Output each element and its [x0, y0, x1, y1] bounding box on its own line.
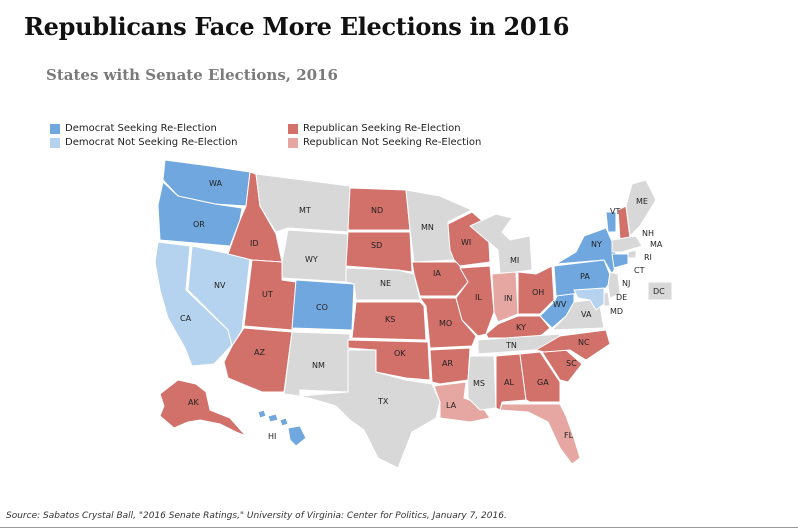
label-ri: RI: [644, 253, 652, 262]
state-ma: [612, 236, 642, 252]
state-me: [626, 180, 656, 236]
state-ct: [612, 254, 628, 268]
label-ia: IA: [433, 269, 441, 278]
label-pa: PA: [580, 272, 590, 281]
label-tn: TN: [505, 341, 517, 350]
label-oh: OH: [532, 288, 544, 297]
bottom-rule: [0, 527, 798, 528]
label-ma: MA: [650, 240, 663, 249]
label-wa: WA: [209, 179, 222, 188]
label-nj: NJ: [622, 279, 630, 288]
label-wv: WV: [553, 300, 567, 309]
label-ar: AR: [442, 359, 453, 368]
label-sd: SD: [371, 241, 382, 250]
label-ut: UT: [262, 290, 273, 299]
label-nc: NC: [578, 338, 590, 347]
label-la: LA: [446, 401, 457, 410]
label-ga: GA: [537, 378, 549, 387]
label-hi: HI: [268, 432, 276, 441]
state-ak: [160, 380, 246, 436]
state-ia: [412, 262, 468, 296]
label-id: ID: [250, 239, 259, 248]
source-note: Source: Sabatos Crystal Ball, "2016 Sena…: [6, 511, 507, 521]
label-ne: NE: [380, 279, 391, 288]
label-nv: NV: [214, 281, 226, 290]
label-ms: MS: [473, 379, 485, 388]
label-al: AL: [504, 378, 514, 387]
label-ct: CT: [634, 266, 645, 275]
label-in: IN: [504, 294, 512, 303]
label-wy: WY: [305, 255, 318, 264]
state-hi: [258, 410, 306, 446]
label-ak: AK: [188, 398, 199, 407]
label-ny: NY: [591, 240, 602, 249]
label-sc: SC: [566, 359, 577, 368]
label-il: IL: [475, 293, 482, 302]
label-wi: WI: [461, 238, 471, 247]
label-ca: CA: [180, 314, 192, 323]
label-mo: MO: [439, 319, 452, 328]
label-de: DE: [616, 293, 627, 302]
label-mt: MT: [299, 206, 311, 215]
label-ok: OK: [394, 349, 406, 358]
label-me: ME: [636, 197, 648, 206]
label-fl: FL: [564, 431, 574, 440]
label-or: OR: [193, 220, 205, 229]
label-mn: MN: [421, 223, 434, 232]
label-ks: KS: [385, 315, 395, 324]
label-dc: DC: [653, 287, 665, 296]
label-ky: KY: [516, 323, 526, 332]
state-sd: [346, 232, 412, 272]
label-co: CO: [316, 303, 328, 312]
state-ri: [628, 250, 636, 258]
label-az: AZ: [254, 348, 265, 357]
label-md: MD: [610, 307, 623, 316]
label-va: VA: [581, 310, 592, 319]
label-tx: TX: [377, 397, 389, 406]
label-nm: NM: [312, 361, 325, 370]
state-mt: [256, 174, 350, 232]
label-vt: VT: [610, 207, 620, 216]
label-mi: MI: [510, 256, 519, 265]
label-nh: NH: [642, 229, 654, 238]
label-nd: ND: [371, 206, 383, 215]
